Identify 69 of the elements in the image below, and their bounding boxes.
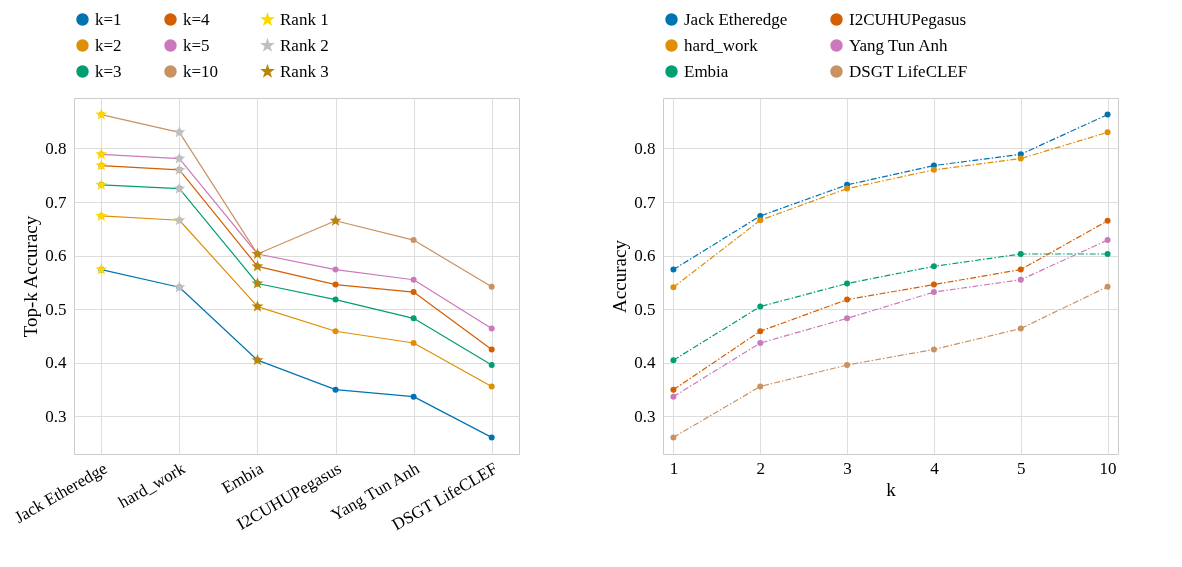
point (844, 280, 851, 287)
point (757, 340, 764, 347)
point (1104, 217, 1111, 224)
point (670, 284, 677, 291)
legend-label: Rank 1 (280, 9, 329, 29)
y-axis-title: Top-k Accuracy (20, 215, 42, 338)
point (1104, 251, 1111, 258)
x-tick-label: 5 (1017, 458, 1026, 478)
point (844, 296, 851, 303)
y-tick-label: 0.7 (634, 192, 656, 212)
legend-label: k=10 (183, 61, 219, 81)
point (844, 315, 851, 322)
point (930, 346, 937, 353)
x-tick-label: 10 (1099, 458, 1117, 478)
point (930, 263, 937, 270)
legend-label: hard_work (684, 35, 759, 55)
point (930, 281, 937, 288)
point (1104, 283, 1111, 290)
y-tick-label: 0.5 (45, 299, 67, 319)
point (930, 289, 937, 296)
point (670, 357, 677, 364)
point (1017, 276, 1024, 283)
y-tick-label: 0.3 (634, 406, 656, 426)
x-tick-label: 4 (930, 458, 940, 478)
point (1017, 151, 1024, 158)
point (757, 303, 764, 310)
point (670, 386, 677, 393)
point (1017, 155, 1024, 162)
point (757, 328, 764, 335)
y-axis-title: Accuracy (609, 239, 631, 313)
point (670, 266, 677, 273)
y-tick-label: 0.8 (45, 138, 67, 158)
y-tick-label: 0.5 (634, 299, 656, 319)
point (1017, 251, 1024, 258)
point (1017, 266, 1024, 273)
y-tick-label: 0.4 (45, 353, 67, 373)
point (844, 362, 851, 368)
legend-label: Yang Tun Anh (849, 35, 948, 55)
legend-label: Jack Etheredge (684, 9, 788, 29)
point (1104, 237, 1111, 244)
legend-label: Rank 3 (280, 61, 329, 81)
point (670, 393, 677, 400)
y-tick-label: 0.6 (634, 246, 656, 266)
legend-label: Rank 2 (280, 35, 329, 55)
x-tick-label: 2 (756, 458, 765, 478)
y-tick-label: 0.6 (45, 246, 67, 266)
x-axis-title: k (886, 478, 897, 500)
point (1017, 325, 1024, 332)
point (844, 185, 851, 192)
legend-label: k=3 (95, 61, 122, 81)
y-tick-label: 0.4 (634, 353, 656, 373)
legend-label: Embia (684, 61, 729, 81)
y-tick-label: 0.8 (634, 138, 656, 158)
point (1104, 111, 1111, 118)
point (757, 217, 764, 224)
y-tick-label: 0.7 (45, 192, 67, 212)
legend-label: I2CUHUPegasus (849, 9, 967, 29)
point (1104, 129, 1111, 136)
legend-label: k=2 (95, 35, 122, 55)
x-tick-label: 1 (669, 458, 679, 478)
x-tick-label: 3 (843, 458, 852, 478)
point (670, 434, 677, 441)
legend-label: k=5 (183, 35, 210, 55)
legend-label: DSGT LifeCLEF (849, 61, 968, 81)
legend-label: k=4 (183, 9, 211, 29)
y-tick-label: 0.3 (45, 406, 67, 426)
point (930, 166, 937, 173)
legend-label: k=1 (95, 9, 122, 29)
point (757, 383, 764, 390)
